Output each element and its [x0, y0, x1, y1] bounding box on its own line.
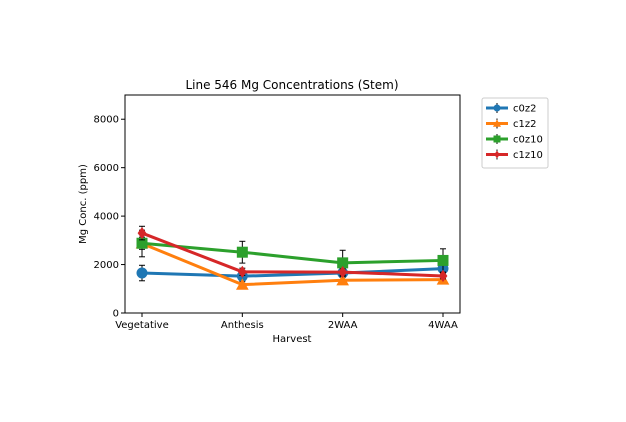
data-point	[336, 273, 349, 286]
legend-item-c1z2: c1z2	[486, 118, 536, 130]
data-point	[338, 266, 348, 279]
chart-title: Line 546 Mg Concentrations (Stem)	[185, 78, 398, 92]
series-line	[141, 241, 444, 265]
legend-marker	[494, 150, 500, 159]
y-axis-label: Mg Conc. (ppm)	[78, 164, 89, 244]
series-line	[141, 231, 444, 278]
series-c1z10	[137, 225, 448, 282]
series-line	[141, 242, 444, 287]
legend-label: c0z10	[513, 135, 543, 146]
axes: 0 2000 4000 6000 8000 Vegetative Anthesis 2WAA 4…	[94, 115, 458, 331]
data-point	[137, 227, 147, 240]
legend-label: c1z2	[513, 119, 536, 130]
y-tick-label: 6000	[94, 163, 119, 174]
series-line	[141, 267, 444, 278]
data-point	[236, 246, 248, 258]
x-tick-label: Vegetative	[115, 320, 169, 331]
series-c0z10	[136, 236, 449, 276]
data-point	[438, 269, 448, 282]
y-tick-label: 2000	[94, 260, 119, 271]
legend-label: c0z2	[513, 104, 536, 115]
legend-item-c0z10: c0z10	[486, 134, 543, 146]
x-tick-label: 4WAA	[428, 320, 458, 331]
y-tick-label: 4000	[94, 212, 119, 223]
y-tick-label: 8000	[94, 115, 119, 126]
legend-marker	[493, 135, 501, 143]
data-point	[136, 237, 148, 249]
plot-area	[135, 225, 450, 290]
legend: c0z2 c1z2 c0z10 c1z10	[481, 97, 549, 169]
x-tick-label: 2WAA	[328, 320, 358, 331]
legend-item-c1z10: c1z10	[486, 149, 543, 161]
legend-label: c1z10	[513, 150, 543, 161]
data-point	[237, 265, 247, 278]
x-axis-label: Harvest	[273, 334, 312, 345]
legend-box	[481, 97, 549, 169]
data-point	[136, 267, 148, 279]
data-point	[337, 257, 349, 269]
y-tick-label: 0	[113, 309, 119, 320]
legend-marker	[492, 119, 502, 127]
data-point	[437, 254, 449, 266]
legend-item-c0z2: c0z2	[486, 103, 536, 115]
legend-marker	[493, 104, 501, 112]
data-point	[236, 278, 249, 290]
x-tick-label: Anthesis	[221, 320, 264, 331]
plot-frame	[124, 94, 461, 314]
